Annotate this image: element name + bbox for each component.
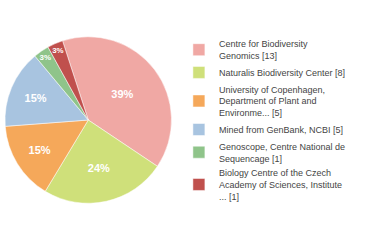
- svg-text:Naturalis Biodiversity Center: Naturalis Biodiversity Center [8]: [219, 68, 345, 78]
- svg-text:University of Copenhagen,Depar: University of Copenhagen,Department of P…: [219, 85, 325, 118]
- svg-text:24%: 24%: [88, 162, 110, 174]
- svg-text:39%: 39%: [111, 88, 133, 100]
- svg-text:Biology Centre of the CzechAca: Biology Centre of the CzechAcademy of Sc…: [219, 168, 342, 201]
- svg-text:3%: 3%: [40, 53, 51, 62]
- svg-text:15%: 15%: [25, 92, 47, 104]
- svg-text:Centre for BiodiversityGenomic: Centre for BiodiversityGenomics [13]: [219, 39, 308, 61]
- svg-text:Genoscope, Centre National deS: Genoscope, Centre National deSequencage …: [219, 142, 345, 164]
- svg-text:Mined from GenBank, NCBI [5]: Mined from GenBank, NCBI [5]: [219, 125, 343, 135]
- svg-text:15%: 15%: [29, 144, 51, 156]
- svg-text:3%: 3%: [52, 46, 63, 55]
